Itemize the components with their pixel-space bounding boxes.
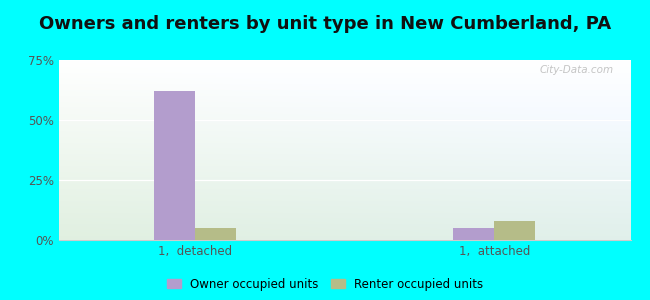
Text: City-Data.com: City-Data.com	[540, 65, 614, 75]
Text: Owners and renters by unit type in New Cumberland, PA: Owners and renters by unit type in New C…	[39, 15, 611, 33]
Bar	[195, 228, 235, 240]
Bar	[154, 91, 195, 240]
Legend: Owner occupied units, Renter occupied units: Owner occupied units, Renter occupied un…	[163, 274, 487, 294]
Bar	[494, 221, 535, 240]
Bar	[454, 228, 494, 240]
